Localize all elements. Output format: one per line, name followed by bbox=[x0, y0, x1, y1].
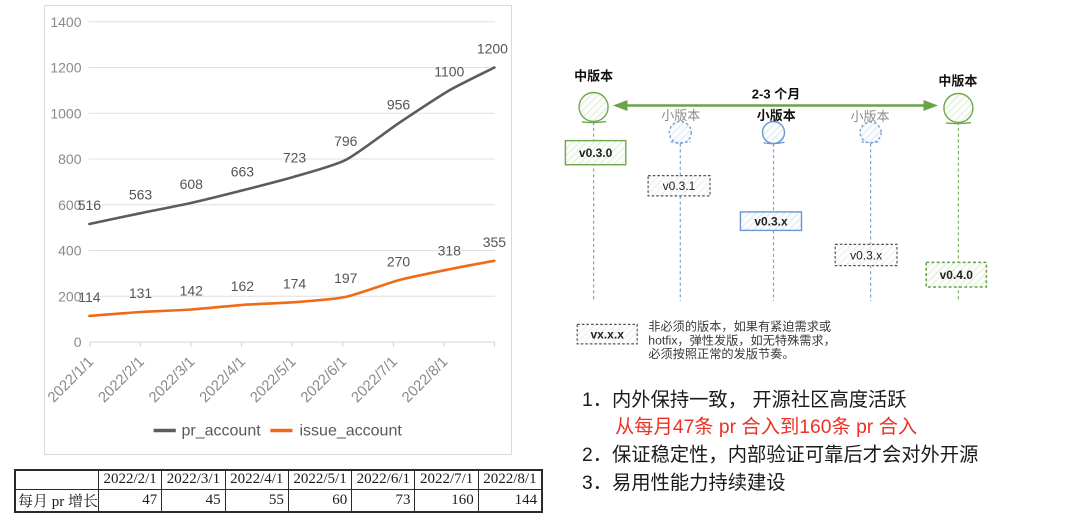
svg-text:1000: 1000 bbox=[50, 105, 81, 121]
svg-text:中版本: 中版本 bbox=[574, 69, 613, 84]
svg-text:270: 270 bbox=[387, 253, 411, 269]
svg-text:hotfix，弹性发版，如无特殊需求，: hotfix，弹性发版，如无特殊需求， bbox=[648, 332, 836, 347]
svg-text:200: 200 bbox=[58, 288, 82, 304]
svg-text:非必须的版本，如果有紧迫需求或: 非必须的版本，如果有紧迫需求或 bbox=[648, 319, 831, 334]
svg-text:318: 318 bbox=[438, 242, 462, 258]
svg-text:800: 800 bbox=[58, 151, 82, 167]
svg-text:issue_account: issue_account bbox=[300, 422, 403, 439]
svg-text:162: 162 bbox=[231, 278, 255, 294]
svg-text:v0.3.x: v0.3.x bbox=[754, 215, 788, 229]
svg-text:小版本: 小版本 bbox=[757, 108, 796, 123]
svg-text:v0.4.0: v0.4.0 bbox=[940, 268, 974, 282]
svg-text:197: 197 bbox=[334, 270, 358, 286]
svg-text:必须按照正常的发版节奏。: 必须按照正常的发版节奏。 bbox=[648, 346, 794, 361]
svg-text:563: 563 bbox=[129, 186, 153, 202]
svg-text:小版本: 小版本 bbox=[661, 108, 700, 123]
svg-text:1200: 1200 bbox=[477, 41, 508, 57]
svg-text:355: 355 bbox=[483, 234, 507, 250]
svg-text:956: 956 bbox=[387, 96, 411, 112]
svg-text:0: 0 bbox=[74, 334, 82, 350]
svg-text:pr_account: pr_account bbox=[182, 422, 262, 439]
svg-text:1200: 1200 bbox=[50, 60, 81, 76]
svg-text:131: 131 bbox=[129, 285, 153, 301]
svg-text:1400: 1400 bbox=[50, 14, 81, 30]
svg-text:v0.3.0: v0.3.0 bbox=[579, 146, 613, 160]
svg-text:608: 608 bbox=[180, 176, 204, 192]
svg-text:142: 142 bbox=[180, 283, 204, 299]
svg-text:v0.3.x: v0.3.x bbox=[850, 248, 882, 262]
svg-text:小版本: 小版本 bbox=[850, 109, 889, 124]
svg-text:2-3 个月: 2-3 个月 bbox=[752, 87, 800, 102]
svg-text:114: 114 bbox=[78, 289, 101, 305]
svg-text:600: 600 bbox=[58, 197, 82, 213]
svg-text:516: 516 bbox=[78, 197, 102, 213]
svg-text:vx.x.x: vx.x.x bbox=[591, 327, 625, 341]
svg-text:723: 723 bbox=[283, 150, 307, 166]
svg-text:174: 174 bbox=[283, 275, 307, 291]
svg-text:663: 663 bbox=[231, 164, 255, 180]
svg-text:1100: 1100 bbox=[434, 64, 464, 80]
svg-text:796: 796 bbox=[334, 133, 358, 149]
svg-text:400: 400 bbox=[58, 243, 82, 259]
svg-text:中版本: 中版本 bbox=[938, 74, 977, 89]
svg-text:v0.3.1: v0.3.1 bbox=[663, 179, 696, 193]
